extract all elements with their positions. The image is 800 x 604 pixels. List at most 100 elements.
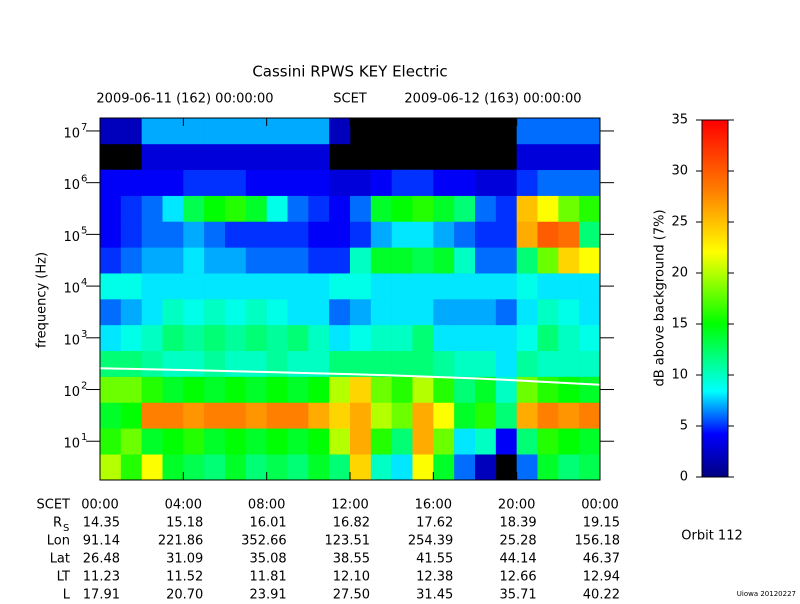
heatmap-cell	[329, 454, 351, 481]
heatmap-cell	[287, 428, 309, 455]
heatmap-cell	[433, 169, 455, 196]
heatmap-cell	[266, 454, 288, 481]
heatmap-cell	[287, 402, 309, 429]
heatmap-cell	[329, 221, 351, 248]
heatmap-cell	[245, 143, 267, 171]
ephemeris-value: 12.66	[499, 570, 536, 585]
heatmap-cell	[308, 454, 330, 481]
heatmap-cell	[412, 454, 434, 481]
heatmap-cell	[183, 299, 205, 326]
y-tick-power: 5	[81, 225, 87, 236]
heatmap-cell	[579, 402, 601, 429]
heatmap-cell	[245, 324, 267, 352]
heatmap-cell	[412, 402, 434, 429]
heatmap-cell	[537, 454, 559, 481]
heatmap-cell	[100, 376, 122, 403]
heatmap-cell	[391, 195, 413, 222]
heatmap-cell	[391, 454, 413, 481]
heatmap-cell	[162, 195, 184, 222]
heatmap-cell	[120, 247, 142, 274]
heatmap-cell	[579, 454, 601, 481]
heatmap-cell	[516, 118, 538, 145]
heatmap-cell	[183, 118, 205, 145]
heatmap-cell	[308, 273, 330, 300]
heatmap-cell	[475, 428, 497, 455]
y-tick-power: 4	[81, 277, 87, 288]
heatmap-cell	[100, 428, 122, 455]
heatmap-cell	[329, 350, 351, 377]
heatmap-cell	[516, 324, 538, 352]
heatmap-cell	[558, 350, 580, 377]
heatmap-cell	[370, 169, 392, 196]
ephemeris-value: 41.55	[416, 552, 453, 567]
series-line	[99, 367, 601, 386]
heatmap-cell	[350, 324, 372, 352]
heatmap-cell	[204, 376, 226, 403]
heatmap-cell	[350, 273, 372, 300]
heatmap-cell	[516, 247, 538, 274]
heatmap-cell	[370, 428, 392, 455]
heatmap-cell	[558, 376, 580, 403]
heatmap-cell	[204, 273, 226, 300]
heatmap-cell	[245, 299, 267, 326]
heatmap-cell	[183, 454, 205, 481]
colorbar-tick-label: 25	[671, 215, 688, 230]
heatmap-cell	[225, 143, 247, 171]
heatmap-cell	[225, 324, 247, 352]
heatmap-cell	[579, 376, 601, 403]
heatmap-cell	[433, 324, 455, 352]
heatmap-cell	[433, 350, 455, 377]
ephemeris-label: SCET	[37, 498, 71, 513]
heatmap-cell	[308, 350, 330, 377]
heatmap-cell	[120, 299, 142, 326]
ephemeris-value: 12.38	[416, 570, 453, 585]
heatmap-cell	[183, 402, 205, 429]
y-tick-power: 6	[81, 174, 87, 185]
heatmap-cell	[537, 273, 559, 300]
heatmap-cell	[537, 195, 559, 222]
heatmap-cell	[120, 376, 142, 403]
heatmap-cell	[454, 454, 476, 481]
heatmap-cell	[141, 454, 163, 481]
heatmap-cell	[245, 402, 267, 429]
heatmap-cell	[308, 402, 330, 429]
y-tick-power: 3	[81, 329, 87, 340]
ephemeris-value: 16.01	[249, 516, 286, 531]
x-tick-label: 00:00	[81, 498, 118, 513]
heatmap-cell	[329, 247, 351, 274]
heatmap-cell	[245, 118, 267, 145]
heatmap-cell	[579, 299, 601, 326]
y-tick-label: 10	[63, 333, 80, 348]
heatmap-cell	[308, 324, 330, 352]
heatmap-cell	[287, 273, 309, 300]
heatmap-cell	[245, 169, 267, 196]
heatmap-cell	[391, 428, 413, 455]
heatmap-cell	[287, 324, 309, 352]
heatmap-cell	[475, 247, 497, 274]
heatmap-cell	[204, 299, 226, 326]
heatmap-cell	[433, 195, 455, 222]
heatmap-cell	[120, 221, 142, 248]
heatmap-cell	[433, 454, 455, 481]
heatmap-cell	[308, 118, 330, 145]
heatmap-cell	[204, 118, 226, 145]
heatmap-cell	[100, 299, 122, 326]
heatmap-cell	[495, 195, 517, 222]
colorbar-tick-label: 20	[671, 266, 688, 281]
heatmap-cell	[495, 221, 517, 248]
heatmap-cell	[183, 143, 205, 171]
ephemeris-value: 31.09	[166, 552, 203, 567]
heatmap-cell	[495, 299, 517, 326]
ephemeris-value: 25.28	[499, 534, 536, 549]
heatmap-cell	[162, 376, 184, 403]
heatmap-cell	[287, 299, 309, 326]
heatmap-cell	[579, 350, 601, 377]
heatmap-cell	[162, 299, 184, 326]
heatmap-cell	[120, 324, 142, 352]
heatmap-cell	[454, 299, 476, 326]
ephemeris-value: 17.91	[83, 588, 120, 601]
y-tick-label: 10	[63, 178, 80, 193]
heatmap-cell	[370, 221, 392, 248]
heatmap-cell	[204, 195, 226, 222]
heatmap-cell	[475, 376, 497, 403]
